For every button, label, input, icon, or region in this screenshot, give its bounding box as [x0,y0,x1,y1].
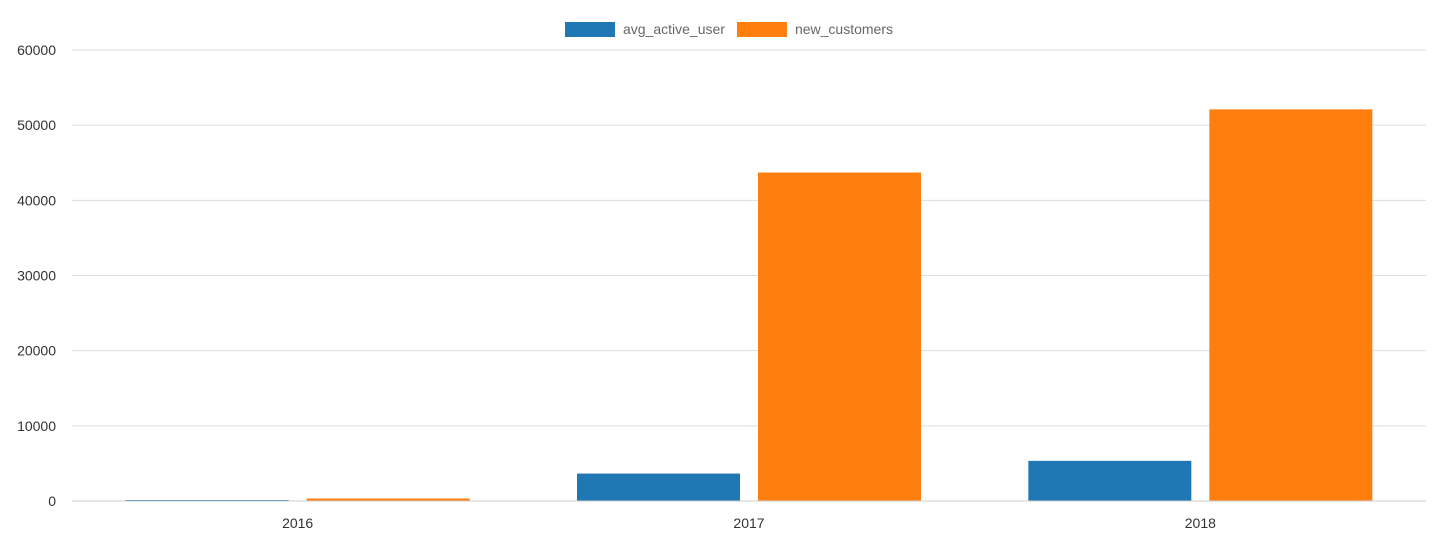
legend-label: new_customers [795,21,893,37]
legend-item-avg_active_user[interactable]: avg_active_user [565,21,725,37]
bar-avg_active_user-2018[interactable] [1028,460,1192,501]
y-tick-label: 30000 [17,268,56,284]
axis-layer: 0 10000 20000 30000 40000 50000 60000 2016 2017 2… [17,42,1426,531]
y-tick-label: 20000 [17,343,56,359]
bars-layer [125,109,1373,502]
bar-new_customers-2016[interactable] [306,498,470,501]
grid-layer [72,49,1426,427]
legend[interactable]: avg_active_user new_customers [565,21,893,37]
y-tick-label: 10000 [17,418,56,434]
x-tick-label: 2017 [733,515,764,531]
y-tick-label: 60000 [17,42,56,58]
y-tick-label: 40000 [17,192,56,208]
y-tick-label: 50000 [17,117,56,133]
x-tick-label: 2018 [1185,515,1216,531]
bar-avg_active_user-2017[interactable] [577,473,740,501]
x-tick-label: 2016 [282,515,313,531]
legend-item-new_customers[interactable]: new_customers [736,21,893,37]
bar-new_customers-2018[interactable] [1209,109,1373,502]
legend-swatch [736,22,787,37]
bar-new_customers-2017[interactable] [758,172,921,501]
legend-swatch [565,22,615,37]
y-tick-label: 0 [48,493,56,509]
legend-label: avg_active_user [623,21,725,37]
